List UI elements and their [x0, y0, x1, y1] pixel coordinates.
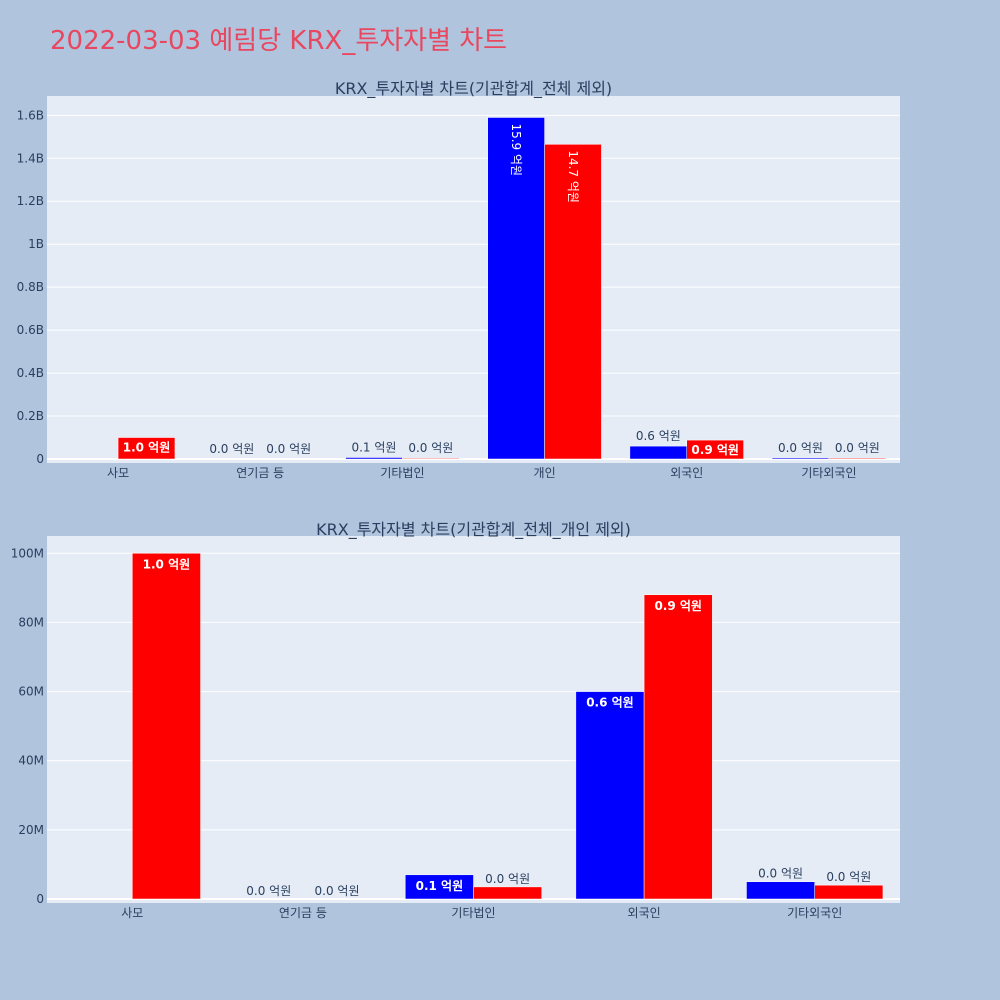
x-tick-label: 사모 [107, 466, 129, 480]
data-label: 0.9 억원 [691, 443, 739, 457]
y-tick-label: 1.2B [17, 194, 44, 208]
bar [746, 881, 815, 900]
bar [575, 691, 645, 900]
bar [132, 553, 201, 900]
data-label: 0.0 억원 [758, 867, 803, 881]
y-tick-label: 0.4B [17, 366, 44, 380]
bar [473, 886, 542, 900]
data-label: 0.0 억원 [826, 870, 871, 884]
page-title: 2022-03-03 예림당 KRX_투자자별 차트 [50, 26, 508, 56]
data-label: 0.6 억원 [636, 429, 681, 443]
x-tick-label: 기타법인 [451, 906, 495, 920]
data-label: 0.9 억원 [654, 599, 702, 613]
y-tick-label: 0 [36, 452, 44, 466]
y-tick-label: 1.4B [17, 151, 44, 165]
data-label: 14.7 억원 [566, 150, 580, 203]
bar [487, 117, 545, 460]
chart-title: KRX_투자자별 차트(기관합계_전체_개인 제외) [316, 520, 631, 540]
data-label: 0.0 억원 [485, 872, 530, 886]
x-tick-label: 개인 [534, 466, 556, 480]
x-tick-label: 사모 [121, 906, 143, 920]
x-tick-label: 연기금 등 [236, 466, 284, 480]
data-label: 1.0 억원 [123, 441, 171, 455]
x-tick-label: 기타법인 [380, 466, 424, 480]
chart-title: KRX_투자자별 차트(기관합계_전체 제외) [335, 79, 612, 99]
plot-area [47, 96, 900, 463]
y-tick-label: 1.6B [17, 108, 44, 122]
y-tick-label: 40M [18, 754, 44, 768]
data-label: 0.0 억원 [408, 441, 453, 455]
x-tick-label: 외국인 [628, 906, 661, 920]
x-tick-label: 기타외국인 [801, 466, 856, 480]
data-label: 0.0 억원 [246, 884, 291, 898]
x-tick-label: 외국인 [670, 466, 703, 480]
y-tick-label: 0.2B [17, 409, 44, 423]
data-label: 0.0 억원 [315, 884, 360, 898]
y-tick-label: 1B [28, 237, 44, 251]
bar [402, 457, 460, 460]
data-label: 0.0 억원 [266, 442, 311, 456]
bar [345, 457, 403, 460]
data-label: 0.1 억원 [416, 879, 464, 893]
bar [629, 445, 688, 460]
bar [117, 437, 176, 460]
x-tick-label: 기타외국인 [787, 906, 842, 920]
x-tick-label: 연기금 등 [279, 906, 327, 920]
y-tick-label: 100M [11, 546, 44, 560]
data-label: 0.0 억원 [209, 442, 254, 456]
chart-1: KRX_투자자별 차트(기관합계_전체 제외) 0 0.2B 0.4B 0.6B 0.8B… [17, 79, 900, 480]
bar [686, 439, 744, 460]
y-tick-label: 80M [18, 615, 44, 629]
y-tick-label: 0.6B [17, 323, 44, 337]
y-tick-label: 0 [36, 892, 44, 906]
bar [828, 457, 887, 460]
y-tick-label: 20M [18, 823, 44, 837]
data-label: 0.0 억원 [835, 441, 880, 455]
data-label: 15.9 억원 [509, 123, 523, 176]
y-tick-label: 60M [18, 685, 44, 699]
bar [771, 457, 830, 460]
bar [544, 144, 602, 460]
chart-2: KRX_투자자별 차트(기관합계_전체_개인 제외) 0 20M 40M 60M 80M 1… [11, 520, 900, 920]
y-tick-label: 0.8B [17, 280, 44, 294]
data-label: 0.1 억원 [351, 440, 396, 454]
bar [405, 874, 474, 900]
bar [814, 884, 884, 900]
data-label: 0.6 억원 [586, 696, 634, 710]
data-label: 0.0 억원 [778, 441, 823, 455]
bar [643, 594, 713, 900]
data-label: 1.0 억원 [143, 557, 191, 571]
